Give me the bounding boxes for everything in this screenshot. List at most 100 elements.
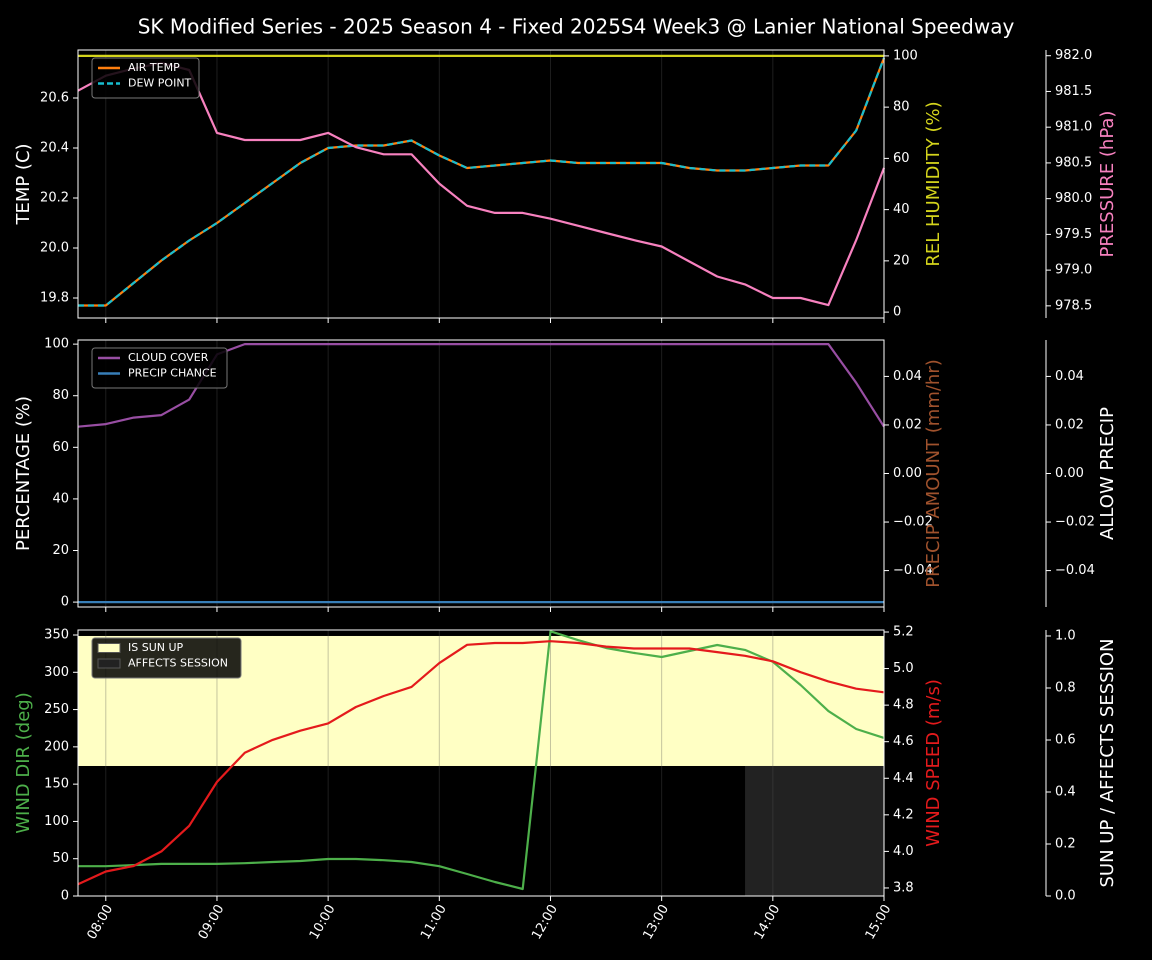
y2-tick-label: 0.04 (893, 369, 922, 384)
y2-axis-label: PRECIP AMOUNT (mm/hr) (923, 359, 944, 588)
band-segment (828, 635, 857, 766)
axes-frame (77, 629, 885, 897)
y-tick-label: 20 (52, 543, 69, 558)
y2-tick-label: 20 (893, 253, 910, 268)
y3-tick-label: 981.5 (1055, 84, 1092, 99)
y2-tick-label: 40 (893, 202, 910, 217)
y2-tick-label: −0.04 (893, 563, 933, 578)
y-axis-label: WIND DIR (deg) (13, 692, 34, 834)
y-tick-label: 0 (61, 889, 69, 904)
band-segment (772, 765, 802, 896)
y2-axis-label: REL HUMIDITY (%) (923, 101, 944, 266)
y3-tick-label: 1.0 (1055, 628, 1076, 643)
y-tick-label: 20.2 (40, 191, 69, 206)
band-segment (328, 635, 357, 766)
y-tick-label: 150 (44, 777, 69, 792)
y3-tick-label: −0.02 (1055, 515, 1095, 530)
y2-tick-label: 5.0 (893, 661, 914, 676)
band-segment (383, 635, 413, 766)
y-axis-label: TEMP (C) (13, 143, 34, 225)
y2-tick-label: 3.8 (893, 880, 914, 895)
y-tick-label: 100 (44, 814, 69, 829)
band-segment (494, 635, 524, 766)
legend-label: AIR TEMP (128, 61, 180, 74)
series-line (77, 640, 885, 886)
y-tick-label: 20.0 (40, 241, 69, 256)
legend-label: IS SUN UP (128, 641, 184, 654)
y2-tick-label: 4.6 (893, 734, 914, 749)
band-segment (661, 635, 690, 766)
y3-tick-label: 0.00 (1055, 466, 1084, 481)
legend-box (91, 347, 228, 389)
y-axis-label: PERCENTAGE (%) (13, 396, 34, 551)
band-segment (800, 765, 829, 896)
legend-box (91, 637, 242, 679)
band-segment (772, 635, 802, 766)
y-tick-label: 60 (52, 440, 69, 455)
y3-tick-label: 981.0 (1055, 120, 1092, 135)
band-segment (689, 635, 718, 766)
y3-axis-label: ALLOW PRECIP (1097, 407, 1118, 540)
y2-tick-label: 0.00 (893, 466, 922, 481)
band-segment (411, 635, 440, 766)
y3-tick-label: 982.0 (1055, 48, 1092, 63)
y3-tick-label: −0.04 (1055, 563, 1095, 578)
y3-tick-label: 0.04 (1055, 369, 1084, 384)
y3-tick-label: 980.0 (1055, 191, 1092, 206)
band-segment (717, 635, 746, 766)
band-segment (800, 635, 829, 766)
band-segment (633, 635, 663, 766)
y-tick-label: 80 (52, 388, 69, 403)
y3-axis-label: PRESSURE (hPa) (1097, 111, 1118, 258)
y2-tick-label: −0.02 (893, 515, 933, 530)
y2-tick-label: 60 (893, 151, 910, 166)
band-segment (272, 635, 301, 766)
y3-tick-label: 0.4 (1055, 784, 1076, 799)
y2-tick-label: 80 (893, 100, 910, 115)
y-tick-label: 40 (52, 491, 69, 506)
legend-label: AFFECTS SESSION (128, 657, 228, 670)
y3-tick-label: 979.5 (1055, 227, 1092, 242)
band-segment (467, 635, 496, 766)
y3-tick-label: 0.6 (1055, 732, 1076, 747)
y3-tick-label: 980.5 (1055, 155, 1092, 170)
y3-tick-label: 0.2 (1055, 836, 1076, 851)
y2-tick-label: 5.2 (893, 625, 914, 640)
band-segment (828, 765, 857, 896)
y-tick-label: 250 (44, 702, 69, 717)
band-segment (439, 635, 468, 766)
y-tick-label: 20.4 (40, 141, 69, 156)
y2-tick-label: 4.2 (893, 807, 914, 822)
band-segment (244, 635, 274, 766)
legend-label: CLOUD COVER (128, 351, 209, 364)
axes-frame (77, 49, 885, 319)
y-tick-label: 0 (61, 595, 69, 610)
legend-label: PRECIP CHANCE (128, 367, 217, 380)
legend-label: DEW POINT (128, 77, 192, 90)
y-tick-label: 300 (44, 665, 69, 680)
y2-tick-label: 4.0 (893, 844, 914, 859)
band-segment (606, 635, 635, 766)
band-segment (578, 635, 607, 766)
legend-swatch (97, 643, 121, 653)
series-line (78, 630, 885, 891)
band-segment (300, 635, 329, 766)
y3-tick-label: 979.0 (1055, 263, 1092, 278)
y-tick-label: 19.8 (40, 291, 69, 306)
y3-axis-label: SUN UP / AFFECTS SESSION (1097, 638, 1118, 887)
y-tick-label: 200 (44, 739, 69, 754)
y2-tick-label: 0.02 (893, 417, 922, 432)
y-tick-label: 100 (44, 337, 69, 352)
y3-tick-label: 0.02 (1055, 417, 1084, 432)
y2-tick-label: 100 (893, 48, 918, 63)
y3-tick-label: 978.5 (1055, 298, 1092, 313)
series-line (78, 57, 886, 307)
y3-tick-label: 0.0 (1055, 889, 1076, 904)
band-segment (856, 635, 885, 766)
y2-axis-label: WIND SPEED (m/s) (923, 679, 944, 847)
y-tick-label: 20.6 (40, 91, 69, 106)
y2-tick-label: 4.4 (893, 771, 914, 786)
y3-tick-label: 0.8 (1055, 680, 1076, 695)
